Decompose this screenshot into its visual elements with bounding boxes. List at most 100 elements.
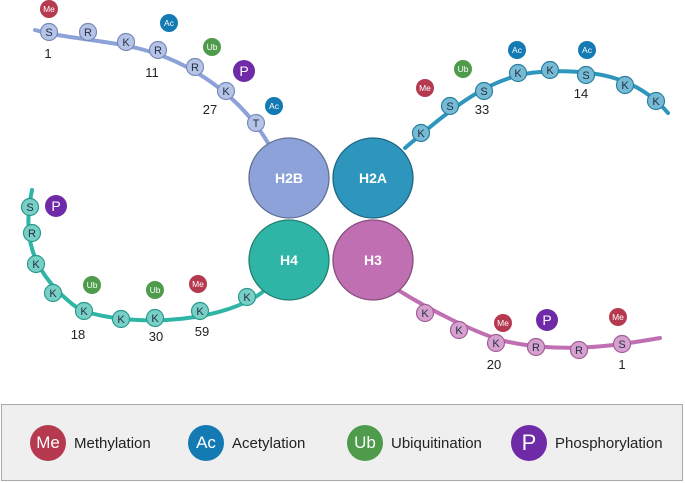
mark-badge-circle bbox=[83, 276, 101, 294]
mark-badge-circle bbox=[609, 308, 627, 326]
ubiquitination-badge-icon: Ub bbox=[347, 425, 383, 461]
residue-bead-circle bbox=[576, 65, 596, 85]
mark-badge-label: P bbox=[542, 312, 551, 328]
residue-bead: R bbox=[78, 22, 98, 42]
mark-badge-label: Ac bbox=[269, 101, 280, 111]
mark-badge-label: Me bbox=[612, 312, 624, 322]
mark-badge-label: Ac bbox=[164, 18, 175, 28]
residue-label: K bbox=[455, 325, 463, 337]
h2a-core-circle bbox=[332, 137, 414, 219]
residue-bead: K bbox=[486, 333, 506, 353]
residue-label: R bbox=[84, 27, 92, 39]
mark-badge-label: Ac bbox=[582, 45, 593, 55]
residue-position-number: 33 bbox=[475, 102, 489, 117]
residue-position-number: 30 bbox=[149, 329, 163, 344]
residue-bead-circle bbox=[526, 337, 546, 357]
mark-badge-circle bbox=[40, 0, 58, 18]
residue-bead: R bbox=[22, 223, 42, 243]
residue-label: R bbox=[28, 228, 36, 240]
residue-bead: S bbox=[612, 334, 632, 354]
legend-label: Phosphorylation bbox=[555, 434, 663, 452]
mark-badge-circle bbox=[508, 41, 526, 59]
mark-badge-label: Ub bbox=[150, 285, 161, 295]
phosphorylation-mark-icon: P bbox=[233, 60, 255, 82]
residue-bead: K bbox=[216, 81, 236, 101]
acetylation-mark-icon: Ac bbox=[265, 97, 283, 115]
mark-badge-circle bbox=[454, 60, 472, 78]
mark-badge-circle bbox=[146, 281, 164, 299]
residue-bead-circle bbox=[216, 81, 236, 101]
acetylation-mark-icon: Ac bbox=[578, 41, 596, 59]
methylation-mark-icon: Me bbox=[416, 79, 434, 97]
residue-bead-circle bbox=[74, 301, 94, 321]
mark-badge-label: Me bbox=[419, 83, 431, 93]
residue-label: K bbox=[243, 292, 251, 304]
residue-bead-circle bbox=[78, 22, 98, 42]
residue-bead-circle bbox=[612, 334, 632, 354]
residue-bead-circle bbox=[237, 287, 257, 307]
residue-label: S bbox=[446, 101, 453, 113]
residue-bead-circle bbox=[116, 32, 136, 52]
residue-label: K bbox=[546, 65, 554, 77]
residue-bead: S bbox=[576, 65, 596, 85]
residue-bead-circle bbox=[22, 223, 42, 243]
residue-label: R bbox=[532, 342, 540, 354]
residue-position-number: 1 bbox=[618, 357, 625, 372]
ubiquitination-mark-icon: Ub bbox=[454, 60, 472, 78]
methylation-mark-icon: Me bbox=[609, 308, 627, 326]
residue-label: K bbox=[514, 68, 522, 80]
residue-bead-circle bbox=[615, 75, 635, 95]
h4-core: H4 bbox=[248, 219, 330, 301]
residue-bead-circle bbox=[569, 340, 589, 360]
residue-bead-circle bbox=[508, 63, 528, 83]
residue-bead-circle bbox=[449, 320, 469, 340]
residue-bead-circle bbox=[190, 301, 210, 321]
residue-label: S bbox=[618, 339, 625, 351]
residue-bead: T bbox=[246, 113, 266, 133]
phosphorylation-mark-icon: P bbox=[45, 195, 67, 217]
h3-tail: K K K R R S 20 1 Me P Me bbox=[396, 288, 662, 372]
residue-bead-circle bbox=[43, 283, 63, 303]
residue-label: R bbox=[191, 62, 199, 74]
acetylation-badge-icon: Ac bbox=[188, 425, 224, 461]
mark-badge-circle bbox=[265, 97, 283, 115]
residue-bead: K bbox=[145, 308, 165, 328]
legend-item-acetylation: Ac Acetylation bbox=[188, 425, 305, 461]
residue-label: K bbox=[621, 80, 629, 92]
residue-position-number: 18 bbox=[71, 327, 85, 342]
mark-badge-circle bbox=[578, 41, 596, 59]
mark-badge-label: Me bbox=[497, 318, 509, 328]
legend-label: Acetylation bbox=[232, 434, 306, 452]
residue-label: T bbox=[253, 118, 260, 130]
residue-label: S bbox=[26, 202, 33, 214]
residue-bead: R bbox=[569, 340, 589, 360]
h2a-core-label: H2A bbox=[359, 170, 387, 186]
h2b-core-circle bbox=[248, 137, 330, 219]
residue-bead: S bbox=[20, 197, 40, 217]
legend-badge-text: Ub bbox=[354, 433, 376, 452]
residue-bead: K bbox=[26, 254, 46, 274]
mark-badge-circle bbox=[45, 195, 67, 217]
residue-bead: K bbox=[508, 63, 528, 83]
residue-bead: S bbox=[440, 96, 460, 116]
methylation-mark-icon: Me bbox=[189, 275, 207, 293]
residue-bead-circle bbox=[20, 197, 40, 217]
residue-bead-circle bbox=[111, 309, 131, 329]
residue-bead-circle bbox=[486, 333, 506, 353]
acetylation-mark-icon: Ac bbox=[508, 41, 526, 59]
residue-bead-circle bbox=[415, 303, 435, 323]
h2b-core: H2B bbox=[248, 137, 330, 219]
residue-label: K bbox=[196, 306, 204, 318]
h3-core-circle bbox=[332, 219, 414, 301]
residue-position-number: 11 bbox=[145, 65, 159, 80]
methylation-badge-icon: Me bbox=[30, 425, 66, 461]
mark-badge-circle bbox=[536, 309, 558, 331]
residue-bead: K bbox=[111, 309, 131, 329]
residue-label: K bbox=[122, 37, 130, 49]
residue-bead-circle bbox=[26, 254, 46, 274]
mark-badge-circle bbox=[189, 275, 207, 293]
residue-bead: S bbox=[474, 81, 494, 101]
